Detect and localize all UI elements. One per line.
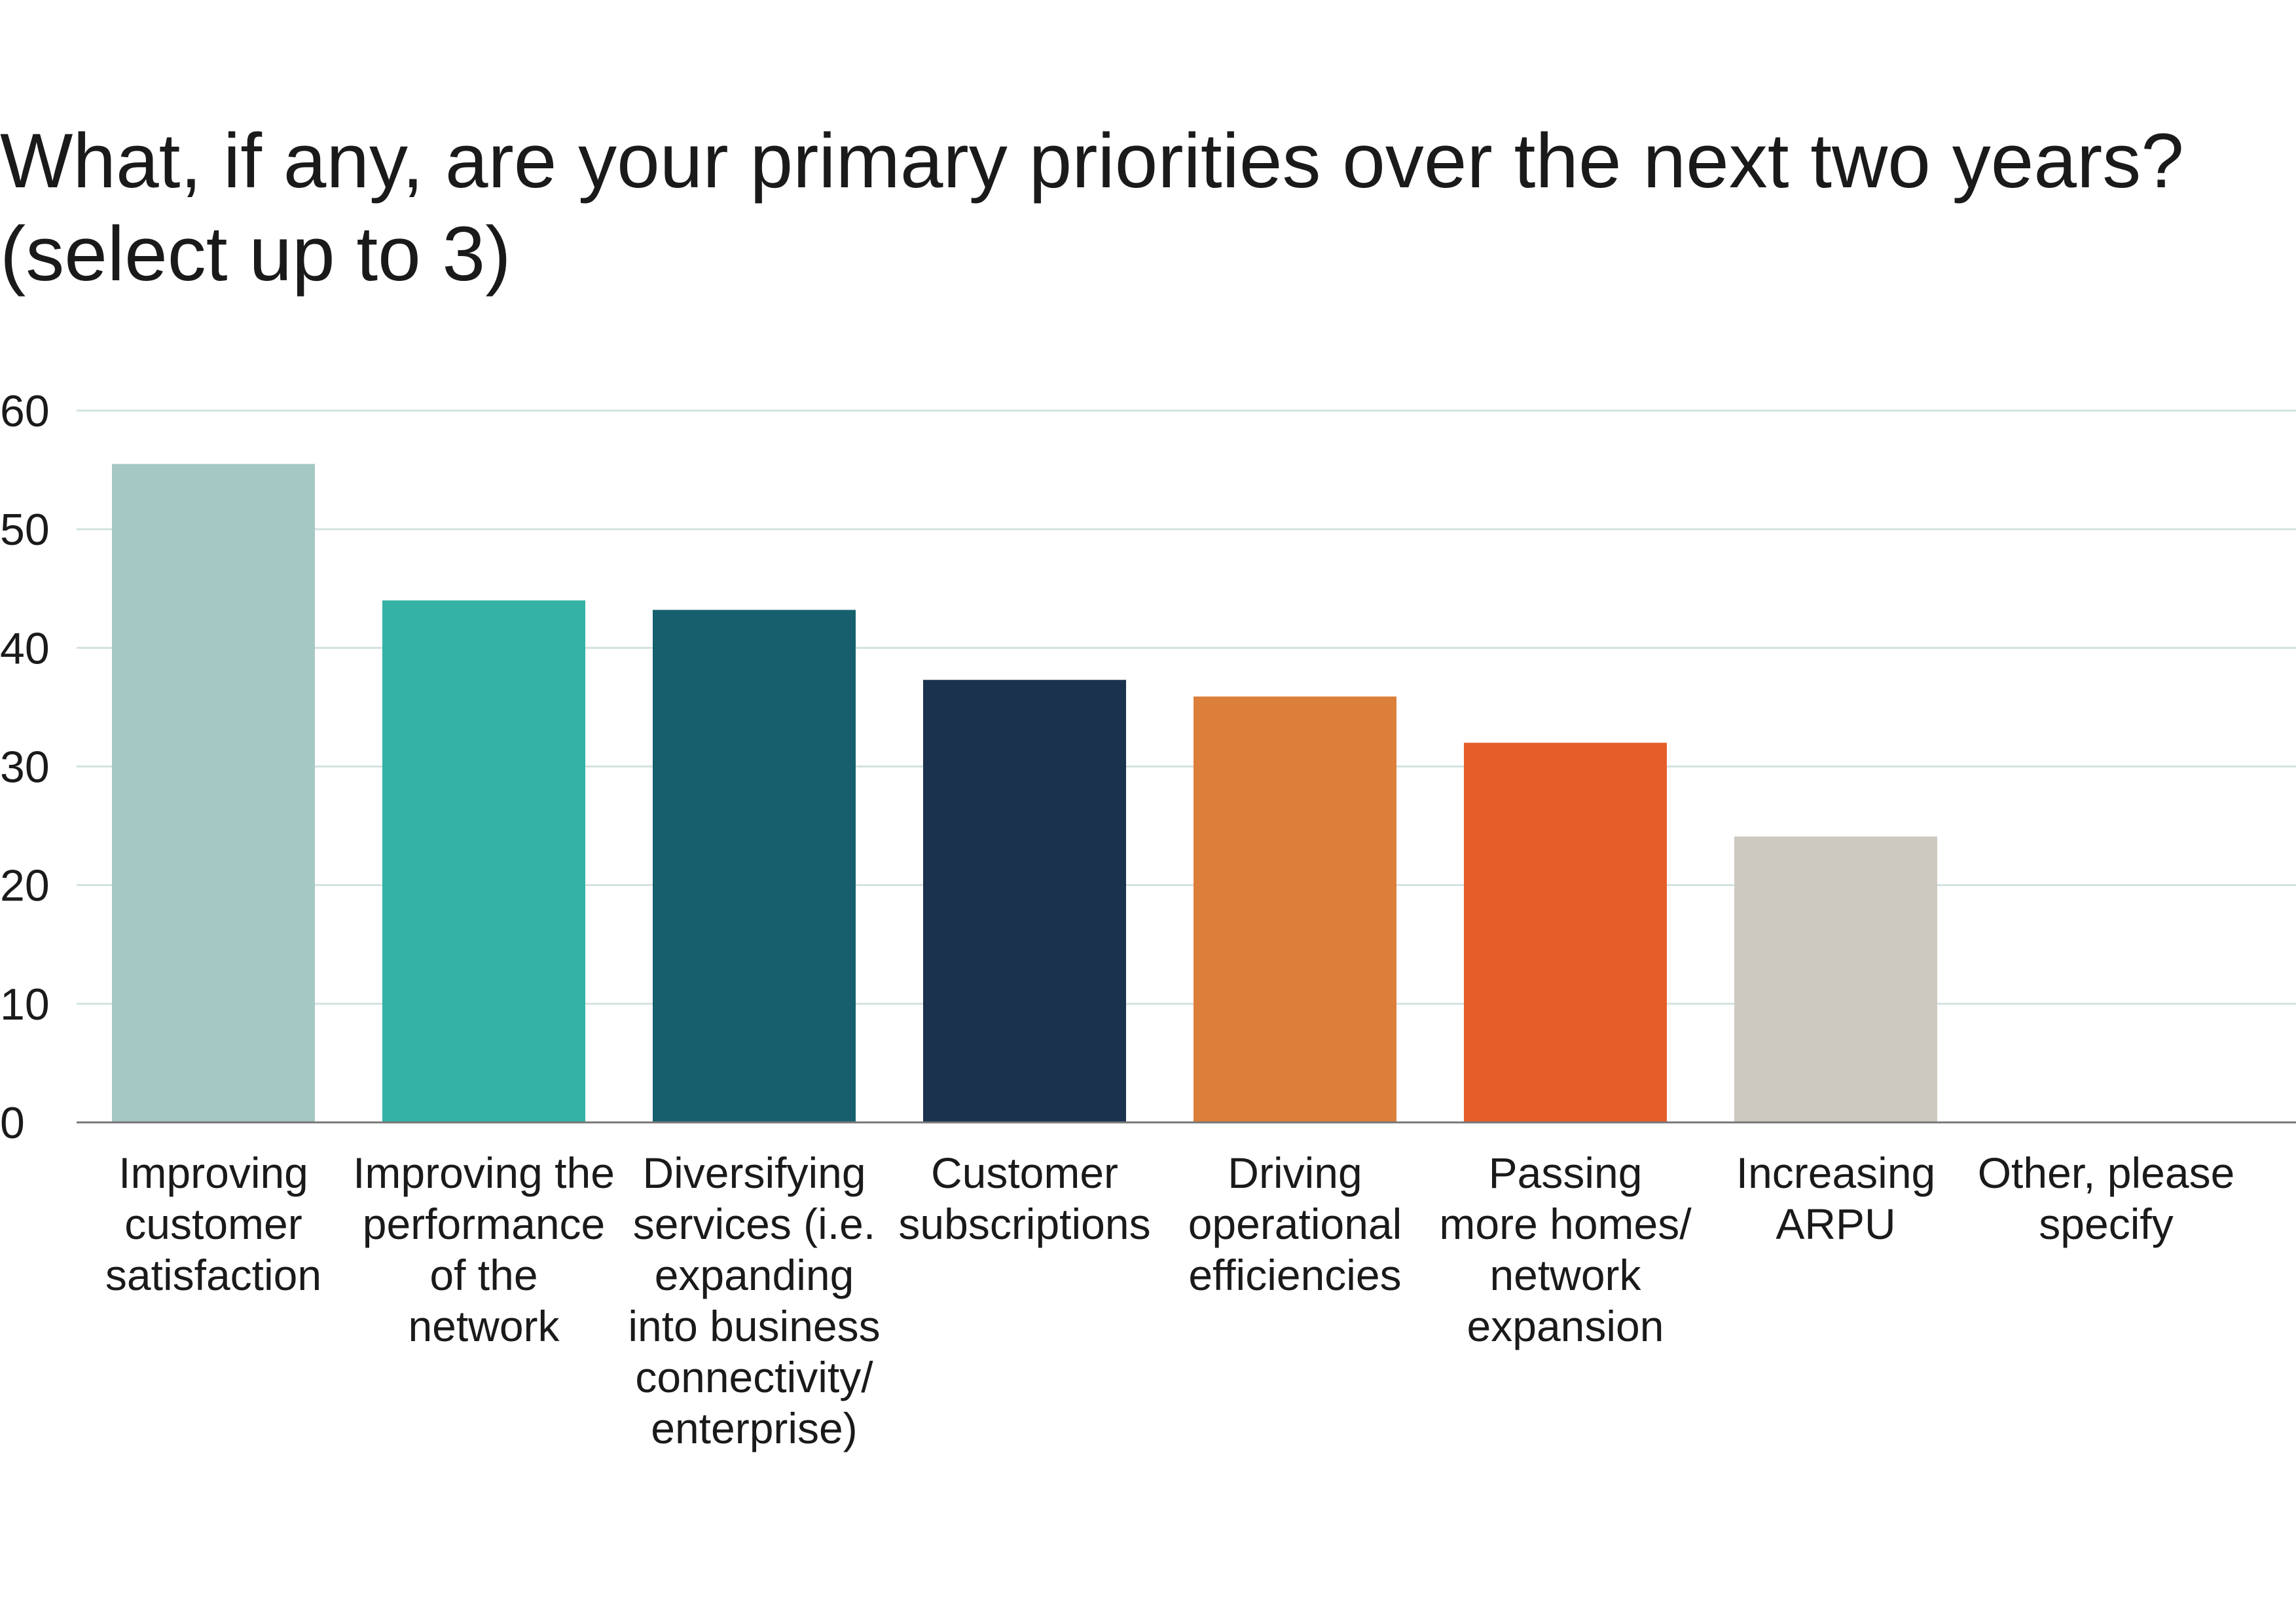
y-tick-label: 10 [0, 980, 50, 1029]
x-tick-label: Customer subscriptions [898, 1149, 1151, 1248]
y-tick-label: 50 [0, 505, 50, 555]
y-tick-label: 0 [0, 1098, 25, 1148]
bar-0 [112, 464, 315, 1122]
x-tick-label: Increasing ARPU [1736, 1149, 1936, 1248]
chart-title: What, if any, are your primary prioritie… [0, 115, 2226, 301]
y-tick-label: 30 [0, 743, 50, 792]
x-tick-label: Improving customer satisfaction [105, 1149, 322, 1299]
x-tick-label: Improving the performance of the network [353, 1149, 615, 1350]
bar-2 [653, 610, 856, 1122]
y-tick-label: 20 [0, 861, 50, 911]
chart-subtitle: (select up to 3) [0, 211, 511, 297]
bar-3 [923, 680, 1126, 1122]
y-tick-label: 40 [0, 623, 50, 673]
bar-1 [382, 600, 585, 1122]
y-tick-label: 60 [0, 386, 50, 436]
x-tick-label: Passing more homes/ network expansion [1439, 1149, 1692, 1350]
chart-title-line: What, if any, are your primary prioritie… [0, 118, 2184, 204]
bar-5 [1464, 743, 1667, 1122]
x-tick-label: Diversifying services (i.e. expanding in… [628, 1149, 881, 1452]
y-axis-ticks: 0 10 20 30 40 50 60 [0, 386, 50, 1148]
bar-6 [1734, 836, 1937, 1122]
bars [112, 464, 1937, 1122]
bar-4 [1194, 696, 1396, 1122]
x-tick-label: Driving operational efficiencies [1188, 1149, 1402, 1299]
x-tick-label: Other, please specify [1977, 1149, 2235, 1248]
